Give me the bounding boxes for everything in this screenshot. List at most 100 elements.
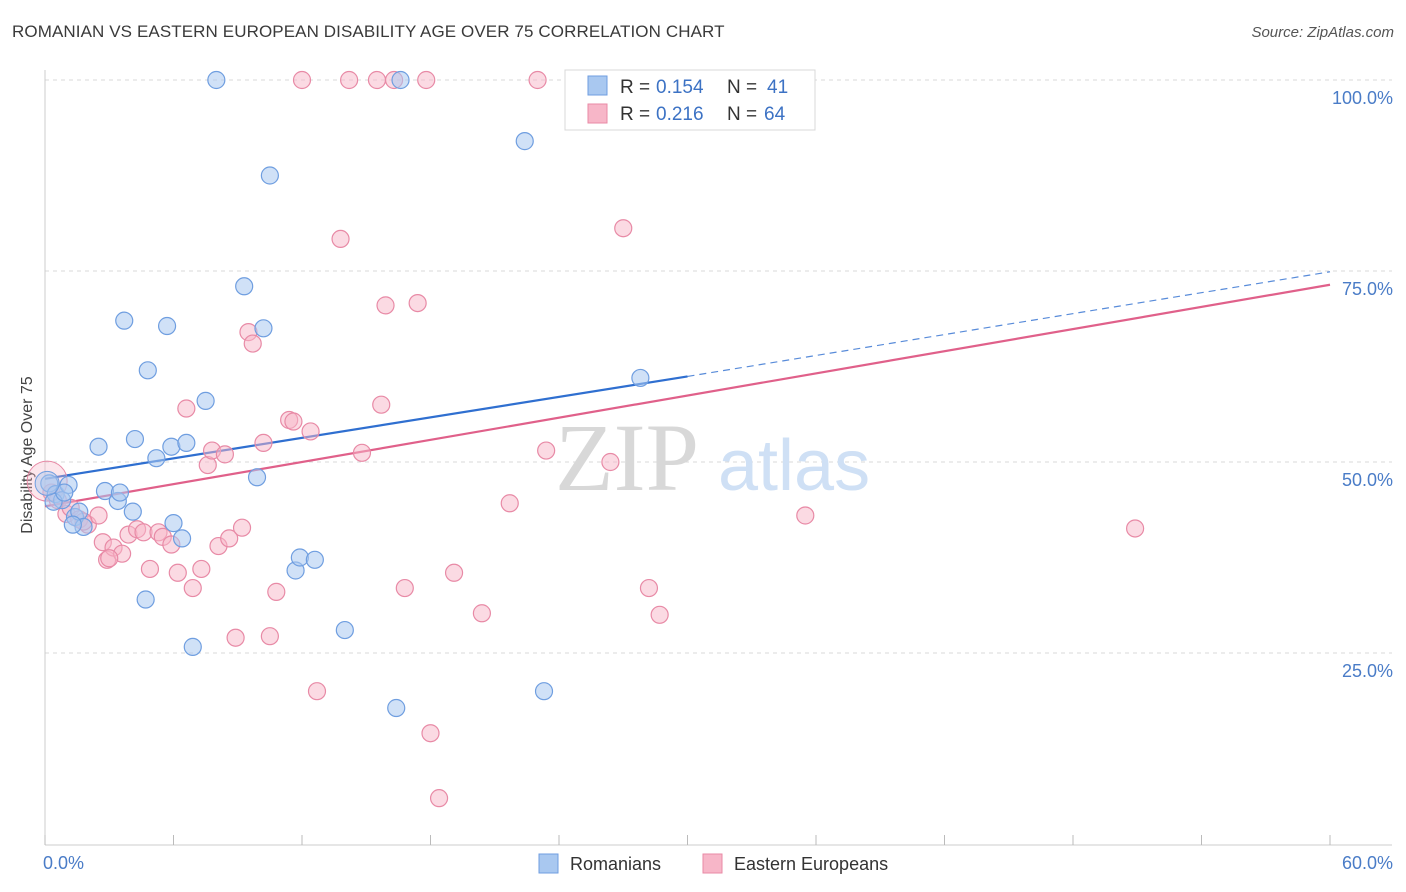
point-eastern-europeans — [376, 296, 395, 315]
point-eastern-europeans — [260, 627, 279, 646]
point-romanians — [534, 682, 554, 701]
point-eastern-europeans — [537, 441, 556, 460]
point-eastern-europeans — [601, 452, 620, 472]
point-eastern-europeans — [796, 506, 815, 525]
legend-n-label-2: N = — [727, 104, 757, 125]
point-eastern-europeans — [183, 578, 202, 598]
legend-r-label-2: R = — [620, 104, 650, 125]
point-romanians — [235, 277, 254, 296]
point-romanians — [123, 502, 142, 521]
y-tick-label-50: 50.0% — [1342, 470, 1393, 490]
point-eastern-europeans — [192, 559, 211, 579]
point-romanians — [136, 590, 155, 609]
point-eastern-europeans — [352, 443, 372, 462]
x-tick-label-60: 60.0% — [1342, 853, 1393, 873]
point-eastern-europeans — [650, 605, 669, 624]
point-romanians — [515, 132, 534, 151]
bottom-legend-eastern-europeans: Eastern Europeans — [734, 854, 888, 874]
legend-box: R = 0.154 N = 41 R = 0.216 N = 64 — [564, 69, 816, 131]
point-eastern-europeans — [472, 604, 491, 623]
point-eastern-europeans — [267, 582, 286, 601]
point-eastern-europeans — [226, 628, 245, 647]
y-tick-label-25: 25.0% — [1342, 661, 1393, 681]
point-eastern-europeans — [1126, 519, 1145, 538]
legend-r-value-1: 0.154 — [656, 77, 704, 98]
point-eastern-europeans — [215, 445, 234, 464]
watermark: ZIP atlas — [555, 404, 870, 511]
bottom-legend: Romanians Eastern Europeans — [538, 853, 888, 874]
trend-line-romanians-projection — [687, 271, 1331, 378]
point-eastern-europeans — [232, 518, 252, 537]
chart-title: ROMANIAN VS EASTERN EUROPEAN DISABILITY … — [12, 22, 725, 41]
point-eastern-europeans — [100, 549, 119, 568]
source-label: Source: ZipAtlas.com — [1251, 24, 1394, 41]
y-tick-label-100: 100.0% — [1332, 88, 1393, 108]
point-eastern-europeans — [367, 70, 387, 90]
point-eastern-europeans — [140, 559, 160, 579]
point-romanians — [391, 70, 410, 90]
point-romanians — [164, 514, 183, 533]
point-romanians — [247, 468, 267, 487]
legend-n-value-1: 41 — [767, 77, 788, 98]
point-romanians — [55, 483, 74, 502]
point-eastern-europeans — [177, 399, 196, 418]
axes — [44, 70, 1392, 846]
point-romanians — [89, 437, 108, 456]
point-romanians — [305, 550, 324, 569]
grid-lines — [45, 79, 1392, 654]
tick-labels: 25.0% 50.0% 75.0% 100.0% 0.0% 60.0% — [43, 88, 1393, 873]
point-romanians-cluster — [34, 470, 60, 496]
bottom-legend-swatch-romanians — [538, 853, 559, 874]
y-tick-label-75: 75.0% — [1342, 279, 1393, 299]
point-romanians — [63, 515, 82, 534]
point-romanians — [125, 429, 145, 449]
point-eastern-europeans — [301, 422, 320, 441]
watermark-atlas: atlas — [718, 426, 870, 506]
point-romanians — [260, 166, 279, 185]
point-eastern-europeans — [528, 70, 547, 90]
bottom-legend-swatch-eastern-europeans — [702, 853, 723, 874]
point-eastern-europeans — [444, 563, 464, 582]
point-romanians — [110, 483, 130, 502]
legend-n-label-1: N = — [727, 77, 757, 98]
point-eastern-europeans — [429, 789, 449, 808]
legend-r-label-1: R = — [620, 77, 650, 98]
legend-r-value-2: 0.216 — [656, 104, 704, 125]
point-eastern-europeans — [292, 70, 312, 90]
point-eastern-europeans — [500, 494, 519, 513]
point-romanians — [387, 698, 406, 718]
point-romanians — [115, 311, 134, 330]
legend-n-value-2: 64 — [764, 104, 786, 125]
point-eastern-europeans — [408, 293, 427, 313]
point-eastern-europeans — [331, 229, 350, 249]
point-eastern-europeans — [421, 724, 440, 743]
point-romanians — [631, 368, 650, 388]
point-romanians — [157, 316, 177, 336]
point-eastern-europeans — [243, 334, 262, 353]
point-romanians — [290, 548, 309, 567]
point-eastern-europeans — [284, 412, 303, 431]
point-romanians — [138, 361, 157, 380]
point-eastern-europeans — [372, 395, 391, 414]
point-romanians — [183, 637, 202, 656]
point-eastern-europeans — [614, 219, 633, 238]
point-eastern-europeans — [417, 70, 436, 90]
point-romanians — [207, 70, 226, 90]
legend-swatch-romanians — [587, 75, 608, 96]
bottom-legend-romanians: Romanians — [570, 854, 661, 874]
legend-swatch-eastern-europeans — [587, 103, 608, 124]
point-eastern-europeans — [254, 433, 273, 452]
point-romanians — [254, 319, 273, 338]
point-romanians — [162, 437, 181, 456]
point-romanians — [177, 433, 196, 452]
point-eastern-europeans — [639, 578, 659, 598]
point-eastern-europeans — [220, 529, 239, 548]
point-eastern-europeans — [340, 70, 359, 90]
points-romanians — [34, 70, 650, 718]
point-romanians — [196, 391, 215, 410]
point-romanians — [172, 529, 192, 548]
point-romanians — [335, 620, 354, 640]
point-eastern-europeans — [395, 578, 414, 598]
point-eastern-europeans — [168, 563, 187, 582]
